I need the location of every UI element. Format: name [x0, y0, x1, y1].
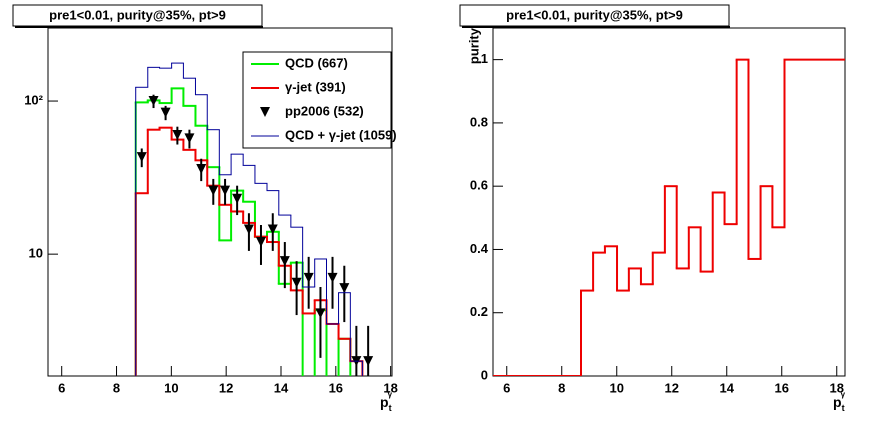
legend-label: pp2006 (532): [285, 103, 364, 118]
data-point: [267, 224, 278, 235]
x-tick-label: 16: [775, 380, 789, 395]
x-label-sub: t: [389, 403, 392, 413]
y-axis-label: purity: [466, 27, 481, 64]
x-tick-label: 6: [503, 380, 510, 395]
x-label-main: p: [833, 394, 842, 410]
legend-label: QCD (667): [285, 55, 348, 70]
chart-title: pre1<0.01, purity@35%, pt>9: [49, 7, 226, 22]
data-point: [208, 185, 219, 196]
y-tick-label: 0: [481, 367, 488, 382]
x-tick-label: 12: [219, 380, 233, 395]
data-point: [148, 96, 159, 107]
plot-area: [134, 62, 374, 376]
x-label-sup: γ: [388, 390, 393, 399]
data-point: [220, 185, 231, 196]
x-tick-label: 8: [558, 380, 565, 395]
x-axis-label: ptγ: [380, 390, 393, 413]
data-point: [172, 130, 183, 141]
x-label-sub: t: [842, 403, 845, 413]
plot-frame: [492, 27, 846, 377]
x-tick-label: 16: [329, 380, 343, 395]
data-point: [339, 283, 350, 294]
x-label-sup: γ: [841, 390, 846, 399]
data-point: [363, 356, 374, 367]
data-point: [136, 152, 147, 163]
y-tick-label: 10²: [24, 92, 43, 107]
y-tick-label: 0.2: [470, 304, 488, 319]
data-point: [303, 272, 314, 283]
legend-box: [242, 51, 392, 149]
legend-label: γ-jet (391): [285, 79, 346, 94]
data-point: [315, 308, 326, 319]
data-point: [291, 277, 302, 288]
y-tick-label: 0.8: [470, 114, 488, 129]
data-point: [243, 224, 254, 235]
data-point: [160, 107, 171, 118]
plot-frame: [47, 27, 393, 377]
x-tick-label: 10: [610, 380, 624, 395]
chart-title: pre1<0.01, purity@35%, pt>9: [506, 7, 683, 22]
x-axis-label: ptγ: [833, 390, 846, 413]
x-tick-label: 18: [830, 380, 844, 395]
legend-marker: [260, 107, 270, 117]
x-tick-label: 8: [113, 380, 120, 395]
y-tick-label: 0.6: [470, 178, 488, 193]
data-point: [232, 193, 243, 204]
data-point: [327, 272, 338, 283]
x-tick-label: 12: [665, 380, 679, 395]
data-point: [279, 256, 290, 267]
x-tick-label: 18: [383, 380, 397, 395]
y-tick-label: 1: [481, 51, 488, 66]
plot-area: [493, 58, 845, 376]
data-point: [184, 133, 195, 144]
data-point: [255, 237, 266, 248]
x-tick-label: 6: [58, 380, 65, 395]
x-tick-label: 14: [274, 380, 289, 395]
x-tick-label: 14: [720, 380, 735, 395]
x-tick-label: 10: [164, 380, 178, 395]
y-tick-label: 10: [29, 246, 43, 261]
x-label-main: p: [380, 394, 389, 410]
legend-label: QCD + γ-jet (1059): [285, 127, 397, 142]
data-point: [196, 163, 207, 174]
y-tick-label: 0.4: [470, 241, 489, 256]
